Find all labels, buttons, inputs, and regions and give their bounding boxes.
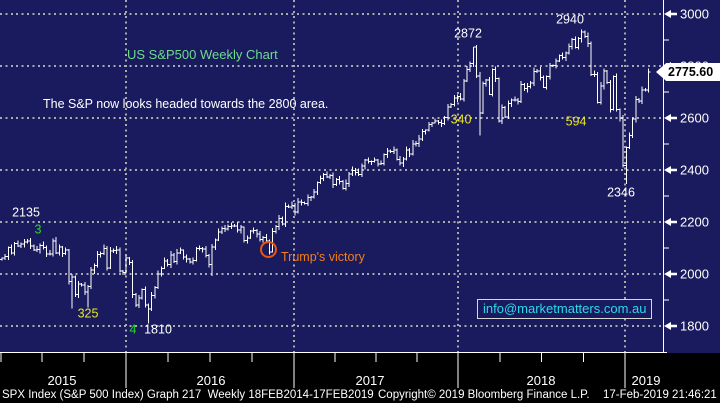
watermark-email-box: info@marketmatters.com.au [477,299,653,319]
last-price-value: 2775.60 [668,65,714,79]
footer-copyright: Copyright© 2019 Bloomberg Finance L.P. [378,389,590,401]
y-axis-label-1800: 1800 [680,319,709,334]
annotation-high-2135: 2135 [12,205,40,220]
x-axis-label-2016: 2016 [197,373,226,388]
x-axis-label-2018: 2018 [527,373,556,388]
footer-instrument-info: SPX Index (S&P 500 Index) Graph 217 Week… [2,389,374,401]
annotation-high-2872: 2872 [454,26,482,41]
x-axis-label-2015: 2015 [48,373,77,388]
annotation-low-2346: 2346 [607,185,635,200]
chart-title: US S&P500 Weekly Chart [127,47,278,62]
y-axis-label-2400: 2400 [680,163,709,178]
footer-timestamp: 17-Feb-2019 21:46:21 [603,389,717,401]
y-axis-label-2200: 2200 [680,215,709,230]
annotation-high-2940: 2940 [556,12,584,27]
annotation-drop-340: 340 [450,112,472,127]
annotation-wave-4: 4 [129,322,137,337]
annotation-drop-325: 325 [77,306,99,321]
annotation-drop-594: 594 [565,114,587,129]
chart-subtitle: The S&P now looks headed towards the 280… [43,97,329,111]
annotation-low-1810: 1810 [144,322,172,337]
watermark-email: info@marketmatters.com.au [483,301,647,316]
trump-victory-label: Trump's victory [281,250,365,264]
trump-victory-circle-icon [260,241,277,258]
y-axis-label-3000: 3000 [680,7,709,22]
x-axis-label-2019: 2019 [632,373,661,388]
y-axis-label-2600: 2600 [680,111,709,126]
last-price-flag: 2775.60 [656,63,720,81]
x-axis-label-2017: 2017 [356,373,385,388]
annotation-wave-3: 3 [34,222,42,237]
y-axis-label-2000: 2000 [680,267,709,282]
status-bar: SPX Index (S&P 500 Index) Graph 217 Week… [0,389,720,403]
